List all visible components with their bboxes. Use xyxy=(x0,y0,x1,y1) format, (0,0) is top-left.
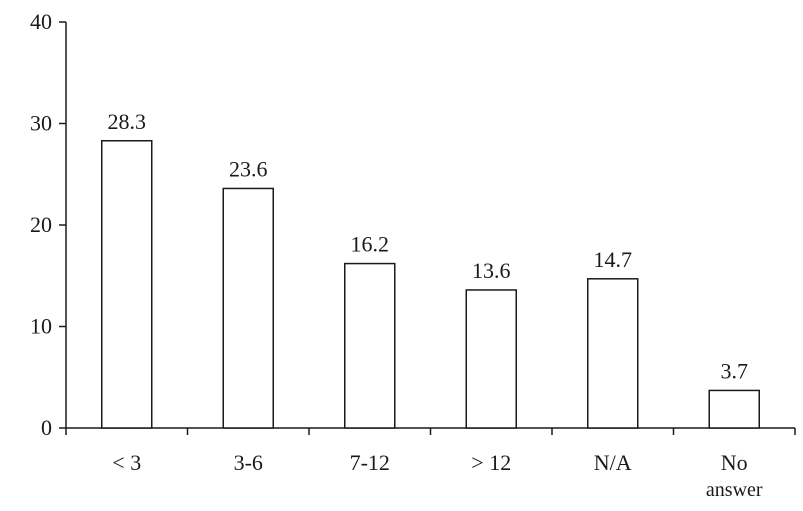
bars xyxy=(101,140,760,429)
bar xyxy=(587,278,639,429)
data-label: 23.6 xyxy=(229,156,268,181)
y-tick-label: 0 xyxy=(41,415,52,440)
data-label: 16.2 xyxy=(351,232,390,257)
y-tick-label: 40 xyxy=(30,9,52,34)
data-label: 3.7 xyxy=(721,358,749,383)
data-label: 13.6 xyxy=(472,258,511,283)
bar xyxy=(465,289,517,429)
x-tick-label: 3-6 xyxy=(234,450,263,475)
x-tick-label: < 3 xyxy=(112,450,141,475)
y-tick-label: 20 xyxy=(30,212,52,237)
x-tick-label: No xyxy=(721,450,748,475)
bar xyxy=(708,389,760,429)
x-tick-label: > 12 xyxy=(471,450,511,475)
axes xyxy=(59,21,796,435)
y-tick-label: 30 xyxy=(30,111,52,136)
x-tick-label: 7-12 xyxy=(350,450,390,475)
x-tick-label: N/A xyxy=(594,450,632,475)
labels: 0 10 20 30 40 28.3 < 3 23.6 3-6 16.2 7-12 13.6 > 12 1… xyxy=(30,9,763,501)
data-label: 14.7 xyxy=(594,247,633,272)
data-label: 28.3 xyxy=(108,109,147,134)
x-tick-label: answer xyxy=(706,479,763,501)
bar xyxy=(344,262,396,429)
bar xyxy=(222,187,274,429)
bar xyxy=(101,140,153,429)
y-tick-label: 10 xyxy=(30,314,52,339)
